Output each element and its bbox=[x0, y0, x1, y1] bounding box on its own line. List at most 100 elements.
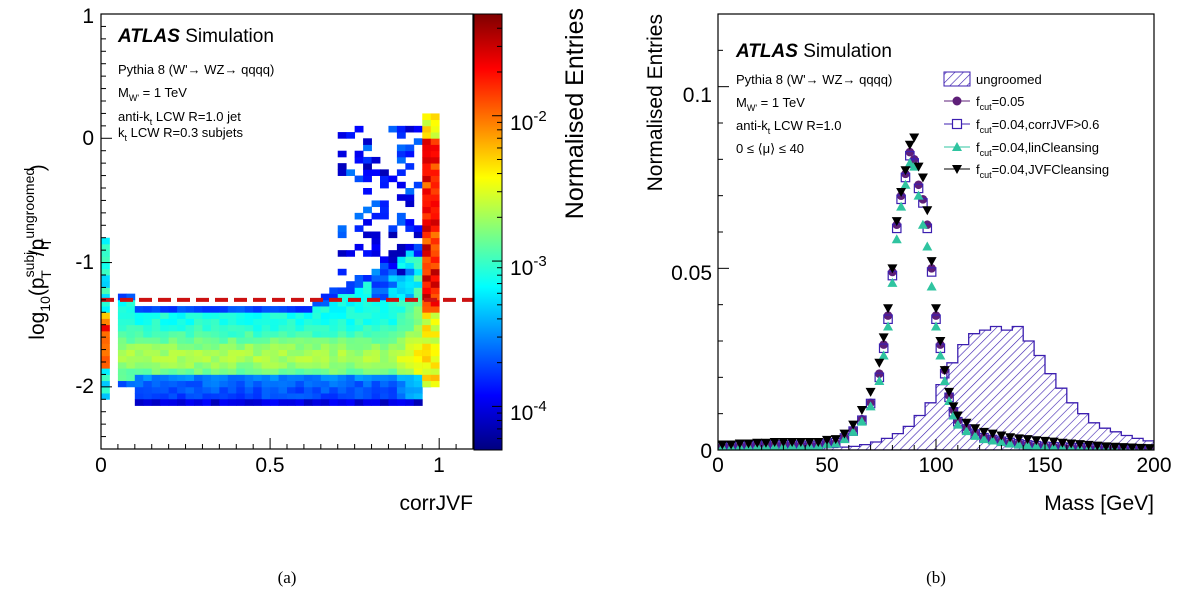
heatmap-cell bbox=[227, 374, 237, 382]
heatmap-cell bbox=[396, 362, 406, 369]
data-point bbox=[1013, 434, 1024, 444]
heatmap-cell bbox=[312, 306, 322, 313]
heatmap-cell bbox=[380, 330, 389, 338]
heatmap-cell bbox=[388, 380, 398, 388]
heatmap-cell bbox=[151, 399, 161, 406]
heatmap-cell bbox=[270, 355, 279, 363]
heatmap-cell bbox=[405, 330, 415, 338]
heatmap-cell bbox=[312, 374, 322, 382]
heatmap-cell bbox=[405, 150, 415, 158]
heatmap-cell bbox=[236, 349, 246, 357]
heatmap-cell bbox=[168, 324, 178, 332]
heatmap-cell bbox=[219, 393, 229, 400]
heatmap-cell bbox=[143, 368, 153, 375]
heatmap-cell bbox=[422, 212, 432, 220]
heatmap-cell bbox=[151, 355, 161, 363]
heatmap-cell bbox=[177, 324, 186, 332]
heatmap-cell bbox=[363, 169, 372, 176]
heatmap-cell bbox=[134, 362, 144, 369]
heatmap-cell bbox=[278, 318, 288, 326]
heatmap-cell bbox=[422, 163, 432, 170]
data-point bbox=[891, 234, 902, 244]
heatmap-cell bbox=[413, 250, 423, 257]
legend-label: fcut=0.04,JVFCleansing bbox=[976, 162, 1109, 180]
heatmap-cell bbox=[363, 324, 372, 332]
heatmap-cell bbox=[202, 399, 212, 406]
heatmap-cell bbox=[337, 393, 347, 400]
heatmap-cell bbox=[126, 362, 136, 369]
heatmap-cell bbox=[380, 256, 389, 263]
heatmap-cell bbox=[405, 125, 415, 133]
heatmap-cell bbox=[270, 386, 279, 394]
heatmap-cell bbox=[413, 349, 423, 357]
svg-text:log10(psubjT/pungroomedT): log10(psubjT/pungroomedT) bbox=[21, 164, 54, 339]
heatmap-cell bbox=[363, 138, 372, 145]
heatmap-cell bbox=[134, 337, 144, 344]
heatmap-cell bbox=[422, 156, 432, 164]
heatmap-cell bbox=[363, 362, 372, 369]
heatmap-cell bbox=[219, 318, 229, 326]
heatmap-cell bbox=[354, 212, 364, 220]
heatmap-cell bbox=[413, 138, 423, 145]
heatmap-cell bbox=[227, 312, 237, 319]
heatmap-cell bbox=[177, 380, 186, 388]
heatmap-cell bbox=[194, 330, 203, 338]
heatmap-cell bbox=[244, 343, 254, 350]
heatmap-cell bbox=[329, 287, 339, 295]
heatmap-cell bbox=[202, 337, 212, 344]
heatmap-cell bbox=[422, 330, 432, 338]
heatmap-cell bbox=[422, 293, 432, 301]
heatmap-cell bbox=[371, 281, 381, 288]
heatmap-cell bbox=[143, 349, 153, 357]
heatmap-cell bbox=[396, 337, 406, 344]
heatmap-cell bbox=[202, 362, 212, 369]
heatmap-cell bbox=[101, 337, 110, 344]
heatmap-cell bbox=[202, 368, 212, 375]
heatmap-cell bbox=[430, 125, 440, 133]
heatmap-cell bbox=[396, 343, 406, 350]
heatmap-cell bbox=[261, 343, 271, 350]
heatmap-cell bbox=[396, 318, 406, 326]
heatmap-cell bbox=[422, 125, 432, 133]
heatmap-cell bbox=[413, 312, 423, 319]
heatmap-cell bbox=[194, 380, 203, 388]
heatmap-cell bbox=[329, 368, 339, 375]
heatmap-cell bbox=[430, 194, 440, 201]
heatmap-cell bbox=[227, 349, 237, 357]
heatmap-cell bbox=[312, 380, 322, 388]
data-point bbox=[952, 411, 963, 421]
heatmap-cell bbox=[346, 368, 356, 375]
heatmap-cell bbox=[177, 368, 186, 375]
heatmap-cell bbox=[126, 349, 136, 357]
heatmap-cell bbox=[422, 380, 432, 388]
data-point bbox=[935, 337, 946, 346]
info-line-pileup: 0 ≤ ⟨μ⟩ ≤ 40 bbox=[736, 141, 804, 156]
heatmap-cell bbox=[143, 324, 153, 332]
heatmap-cell bbox=[363, 343, 372, 350]
heatmap-cell bbox=[236, 368, 246, 375]
heatmap-cell bbox=[278, 399, 288, 406]
heatmap-cell bbox=[413, 256, 423, 263]
heatmap-cell bbox=[219, 306, 229, 313]
heatmap-cell bbox=[278, 368, 288, 375]
data-point bbox=[1144, 444, 1154, 450]
heatmap-cell bbox=[413, 324, 423, 332]
x-tick-label: 1 bbox=[433, 454, 445, 477]
heatmap-cell bbox=[312, 362, 322, 369]
heatmap-cell bbox=[405, 281, 415, 288]
heatmap-cell bbox=[101, 268, 110, 276]
heatmap-cell bbox=[236, 374, 246, 382]
heatmap-cell bbox=[329, 324, 339, 332]
data-point bbox=[839, 429, 850, 439]
heatmap-cell bbox=[396, 250, 406, 257]
heatmap-cell bbox=[380, 399, 389, 406]
heatmap-cell bbox=[371, 337, 381, 344]
heatmap-cell bbox=[143, 393, 153, 400]
data-point bbox=[926, 267, 937, 277]
heatmap-cell bbox=[396, 287, 406, 295]
y-tick-label: 0.1 bbox=[683, 84, 712, 107]
caption-b: (b) bbox=[926, 568, 946, 587]
data-point bbox=[1074, 440, 1085, 450]
heatmap-cell bbox=[371, 324, 381, 332]
heatmap-cell bbox=[143, 306, 153, 313]
